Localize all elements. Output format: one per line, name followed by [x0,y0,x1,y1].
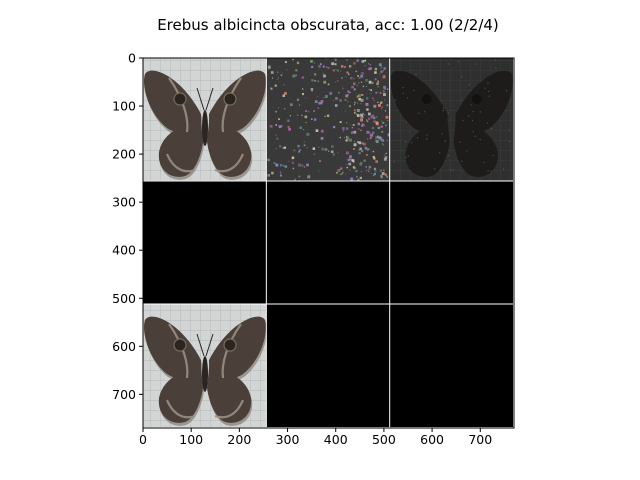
image-cell-2-0 [143,304,268,428]
image-cell-1-2 [389,181,514,305]
x-tick-label: 300 [276,432,300,447]
chart-title: Erebus albicincta obscurata, acc: 1.00 (… [157,16,499,34]
x-tick-label: 700 [468,432,492,447]
y-tick-label: 700 [112,387,136,402]
x-tick-label: 600 [420,432,444,447]
image-cell-0-2 [389,58,514,182]
y-tick-label: 100 [112,99,136,114]
image-cell-1-0 [143,181,267,305]
x-tick-label: 500 [372,432,396,447]
y-tick-label: 500 [112,291,136,306]
image-cell-0-1 [266,58,391,182]
image-cell-2-2 [389,304,514,428]
y-tick-label: 300 [112,195,136,210]
y-tick-label: 0 [128,51,136,66]
axes-frame [142,57,515,429]
x-tick-label: 400 [324,432,348,447]
y-tick-label: 600 [112,339,136,354]
image-cell-0-0 [143,58,268,182]
x-tick-label: 100 [179,432,203,447]
x-tick-label: 0 [139,432,147,447]
y-tick-label: 400 [112,243,136,258]
x-tick-label: 200 [227,432,251,447]
image-cell-2-1 [266,304,390,428]
image-cell-1-1 [266,181,390,305]
y-tick-label: 200 [112,147,136,162]
